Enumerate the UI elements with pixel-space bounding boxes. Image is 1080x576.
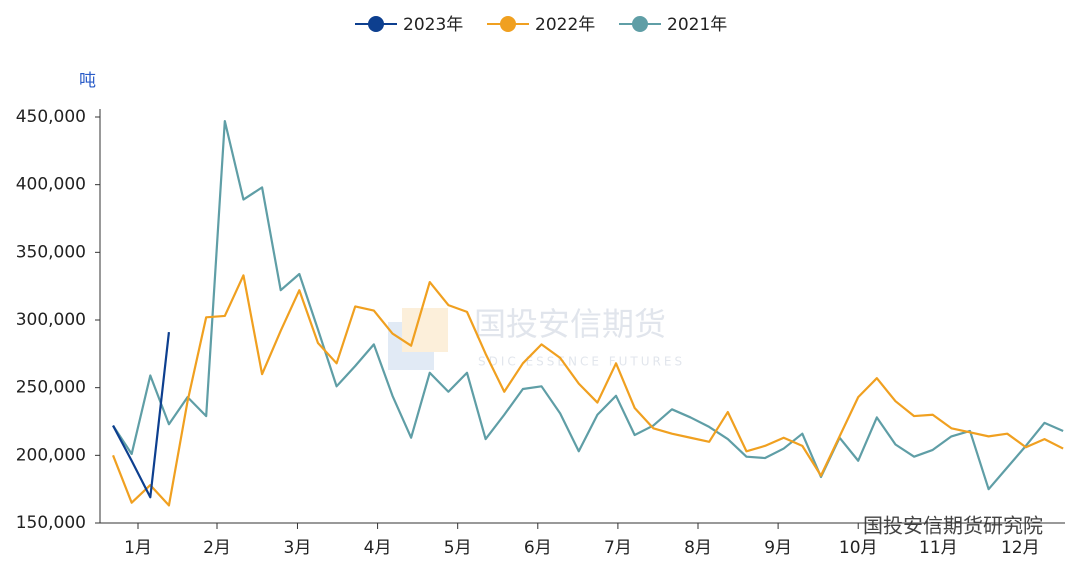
x-tick-label: 3月 [284,538,312,558]
x-tick-label: 11月 [919,538,958,558]
legend-marker [368,16,384,32]
x-tick-label: 10月 [839,538,878,558]
legend-label: 2023年 [403,15,463,35]
legend-marker [632,16,648,32]
y-tick-label: 350,000 [16,242,86,262]
series-line [112,119,1064,491]
x-tick-label: 9月 [764,538,792,558]
x-tick-label: 7月 [604,538,632,558]
legend-marker [500,16,516,32]
y-tick-label: 150,000 [16,513,86,533]
x-tick-label: 8月 [684,538,712,558]
x-tick-label: 12月 [1001,538,1040,558]
y-tick-label: 450,000 [16,107,86,127]
x-tick-label: 1月 [124,538,152,558]
series-line [112,332,171,499]
y-tick-label: 250,000 [16,378,86,398]
y-tick-label: 200,000 [16,445,86,465]
x-tick-label: 6月 [524,538,552,558]
y-tick-label: 300,000 [16,310,86,330]
y-axis-label: 吨 [79,71,96,91]
x-tick-label: 5月 [444,538,472,558]
watermark-subtitle: SDIC ESSENCE FUTURES [478,355,685,369]
x-tick-label: 2月 [203,538,231,558]
watermark: 国投安信期货 SDIC ESSENCE FUTURES [388,305,685,370]
y-tick-label: 400,000 [16,175,86,195]
x-tick-label: 4月 [364,538,392,558]
source: 国投安信期货研究院 [863,514,1043,538]
legend-label: 2022年 [535,15,595,35]
watermark-text: 国投安信期货 [474,305,666,343]
series-line [112,274,1064,507]
legend-label: 2021年 [667,15,727,35]
